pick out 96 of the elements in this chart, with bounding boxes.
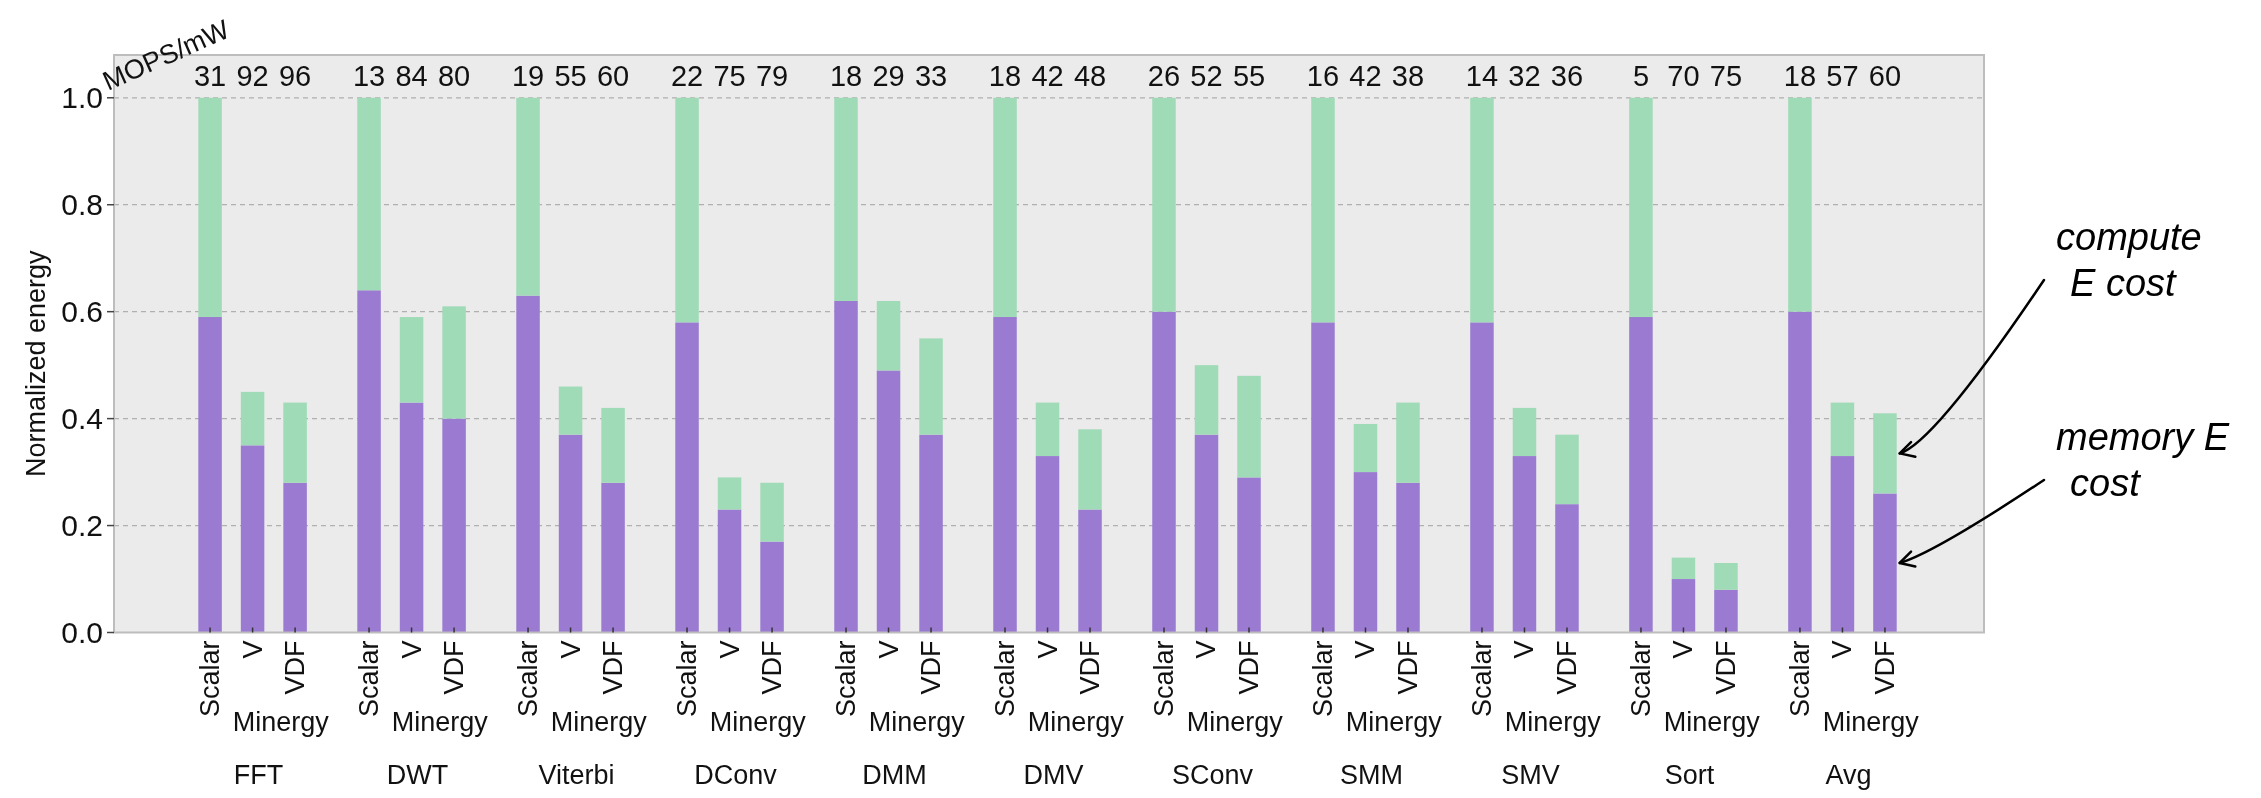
y-tick-label: 0.8 (61, 188, 103, 222)
text: SMM (1339, 760, 1403, 790)
annotation: 42 (1031, 60, 1064, 92)
x-tick-label: VDF (439, 640, 470, 695)
x-tick-label: Scalar (672, 640, 703, 718)
text: Minergy (1822, 707, 1920, 737)
text: Minergy (709, 707, 807, 737)
x-tick-label: Scalar (195, 640, 226, 718)
x-tick-label: V (1032, 640, 1063, 659)
x-tick-label: VDF (1392, 640, 1423, 695)
text: Minergy (391, 707, 489, 737)
text: Viterbi (538, 760, 615, 790)
annotation: 96 (278, 60, 312, 92)
x-tick-label: VDF (1234, 640, 1265, 695)
annotation: 5 (1632, 60, 1650, 92)
x-tick-label: V (1509, 640, 1540, 659)
annotation: 57 (1826, 60, 1859, 92)
annotation: 22 (670, 60, 704, 92)
text: FFT (233, 760, 284, 790)
annotation: 60 (1868, 60, 1902, 92)
text: Minergy (868, 707, 966, 737)
y-tick-label: 0.0 (61, 616, 103, 649)
y-tick-label: 0.2 (61, 509, 103, 543)
annotation: 55 (1232, 60, 1266, 92)
x-tick-label: Scalar (1148, 640, 1179, 718)
text: SConv (1171, 760, 1254, 790)
annotation: 26 (1147, 60, 1181, 92)
text: Sort (1664, 760, 1715, 790)
x-tick-label: VDF (1710, 640, 1741, 695)
annotation: 80 (437, 60, 471, 92)
annotation: 29 (872, 60, 905, 92)
x-tick-label: Scalar (1307, 640, 1338, 718)
text: Minergy (232, 707, 330, 737)
text: Minergy (1186, 707, 1284, 737)
annotation: 79 (755, 60, 789, 92)
text: memory E cost (2056, 416, 2230, 504)
x-tick-label: V (237, 640, 268, 659)
x-tick-label: V (1191, 640, 1222, 659)
x-tick-label: V (396, 640, 427, 659)
x-tick-label: V (1827, 640, 1858, 659)
x-tick-label: Scalar (831, 640, 862, 718)
x-tick-label: VDF (1075, 640, 1106, 695)
annotation: 84 (395, 60, 428, 92)
annotation: 36 (1550, 60, 1584, 92)
text: Minergy (550, 707, 648, 737)
annotation: 14 (1465, 60, 1499, 92)
annotation: 19 (511, 60, 545, 92)
x-tick-label: Scalar (1625, 640, 1656, 718)
x-tick-label: VDF (598, 640, 629, 695)
annotation: 55 (554, 60, 587, 92)
x-tick-label: V (555, 640, 586, 659)
text: DMV (1023, 760, 1084, 790)
text: Minergy (1345, 707, 1443, 737)
text: compute E cost (2056, 216, 2202, 304)
annotation: 18 (1783, 60, 1817, 92)
text: Minergy (1027, 707, 1125, 737)
x-tick-label: Scalar (1466, 640, 1497, 718)
annotation: 13 (352, 60, 386, 92)
text: DMM (862, 760, 927, 790)
annotation: 33 (914, 60, 948, 92)
x-tick-label: V (873, 640, 904, 659)
x-tick-label: Scalar (1784, 640, 1815, 718)
annotation: 75 (713, 60, 746, 92)
y-tick-label: 0.6 (61, 295, 103, 329)
y-tick-label: 1.0 (61, 81, 103, 115)
x-tick-label: Scalar (990, 640, 1020, 718)
annotation: 42 (1349, 60, 1382, 92)
x-tick-label: V (1350, 640, 1381, 659)
annotation: 75 (1709, 60, 1743, 92)
text: Avg (1825, 760, 1872, 790)
x-tick-label: VDF (280, 640, 311, 695)
annotation: 92 (236, 60, 269, 92)
text: DConv (694, 760, 778, 790)
annotation: 48 (1073, 60, 1107, 92)
x-tick-label: VDF (916, 640, 947, 695)
y-axis-title: Normalized energy (21, 249, 51, 478)
annotation: 52 (1190, 60, 1223, 92)
x-tick-label: VDF (757, 640, 788, 695)
text: Minergy (1504, 707, 1602, 737)
annotation: 16 (1306, 60, 1340, 92)
x-tick-label: Scalar (513, 640, 544, 718)
x-tick-label: Scalar (354, 640, 385, 718)
annotation: 32 (1508, 60, 1541, 92)
annotation: 70 (1667, 60, 1700, 92)
annotation: 38 (1391, 60, 1425, 92)
y-tick-label: 0.4 (61, 402, 103, 436)
annotation: 18 (829, 60, 863, 92)
x-tick-label: V (1668, 640, 1699, 659)
x-tick-label: VDF (1869, 640, 1900, 695)
x-tick-label: VDF (1551, 640, 1582, 695)
x-tick-label: V (714, 640, 745, 659)
annotation: 18 (988, 60, 1022, 92)
text: Minergy (1663, 707, 1761, 737)
annotation: 60 (596, 60, 630, 92)
text: SMV (1501, 760, 1560, 790)
text: DWT (386, 760, 449, 790)
